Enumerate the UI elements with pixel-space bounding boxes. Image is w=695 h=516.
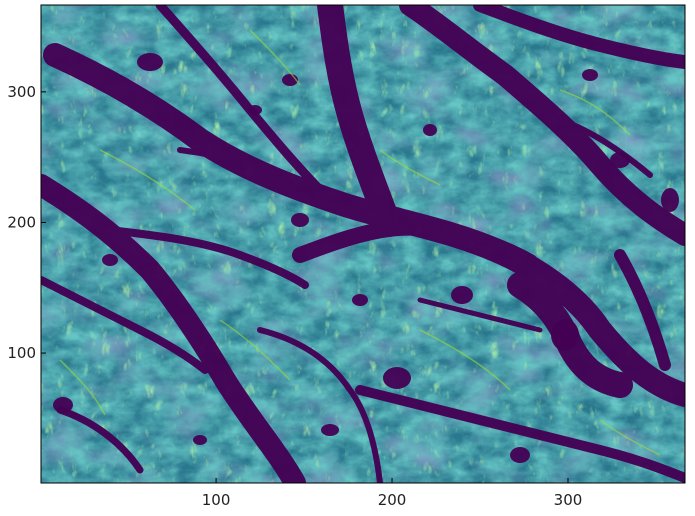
x-tick-label: 100	[202, 491, 231, 509]
plot-frame	[40, 4, 686, 484]
heatmap-image	[41, 5, 685, 483]
dark-blobs	[53, 53, 679, 463]
bright-streaks	[59, 29, 661, 456]
y-axis: 100 200 300	[7, 83, 46, 362]
x-tick-label: 200	[378, 491, 407, 509]
y-tick-label: 300	[7, 83, 36, 101]
y-tick-label: 100	[7, 344, 36, 362]
x-tick-label: 300	[554, 491, 583, 509]
x-axis: 100 200 300	[202, 478, 583, 509]
y-tick-label: 200	[7, 213, 36, 231]
